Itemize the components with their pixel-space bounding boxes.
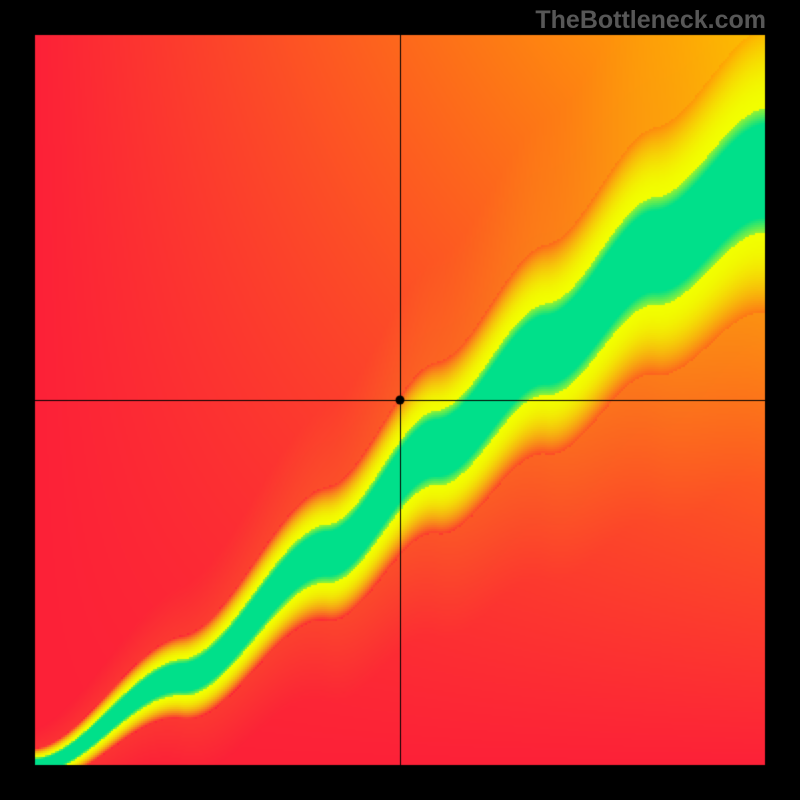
- watermark-text: TheBottleneck.com: [535, 6, 766, 35]
- heatmap-canvas: [0, 0, 800, 800]
- chart-container: TheBottleneck.com: [0, 0, 800, 800]
